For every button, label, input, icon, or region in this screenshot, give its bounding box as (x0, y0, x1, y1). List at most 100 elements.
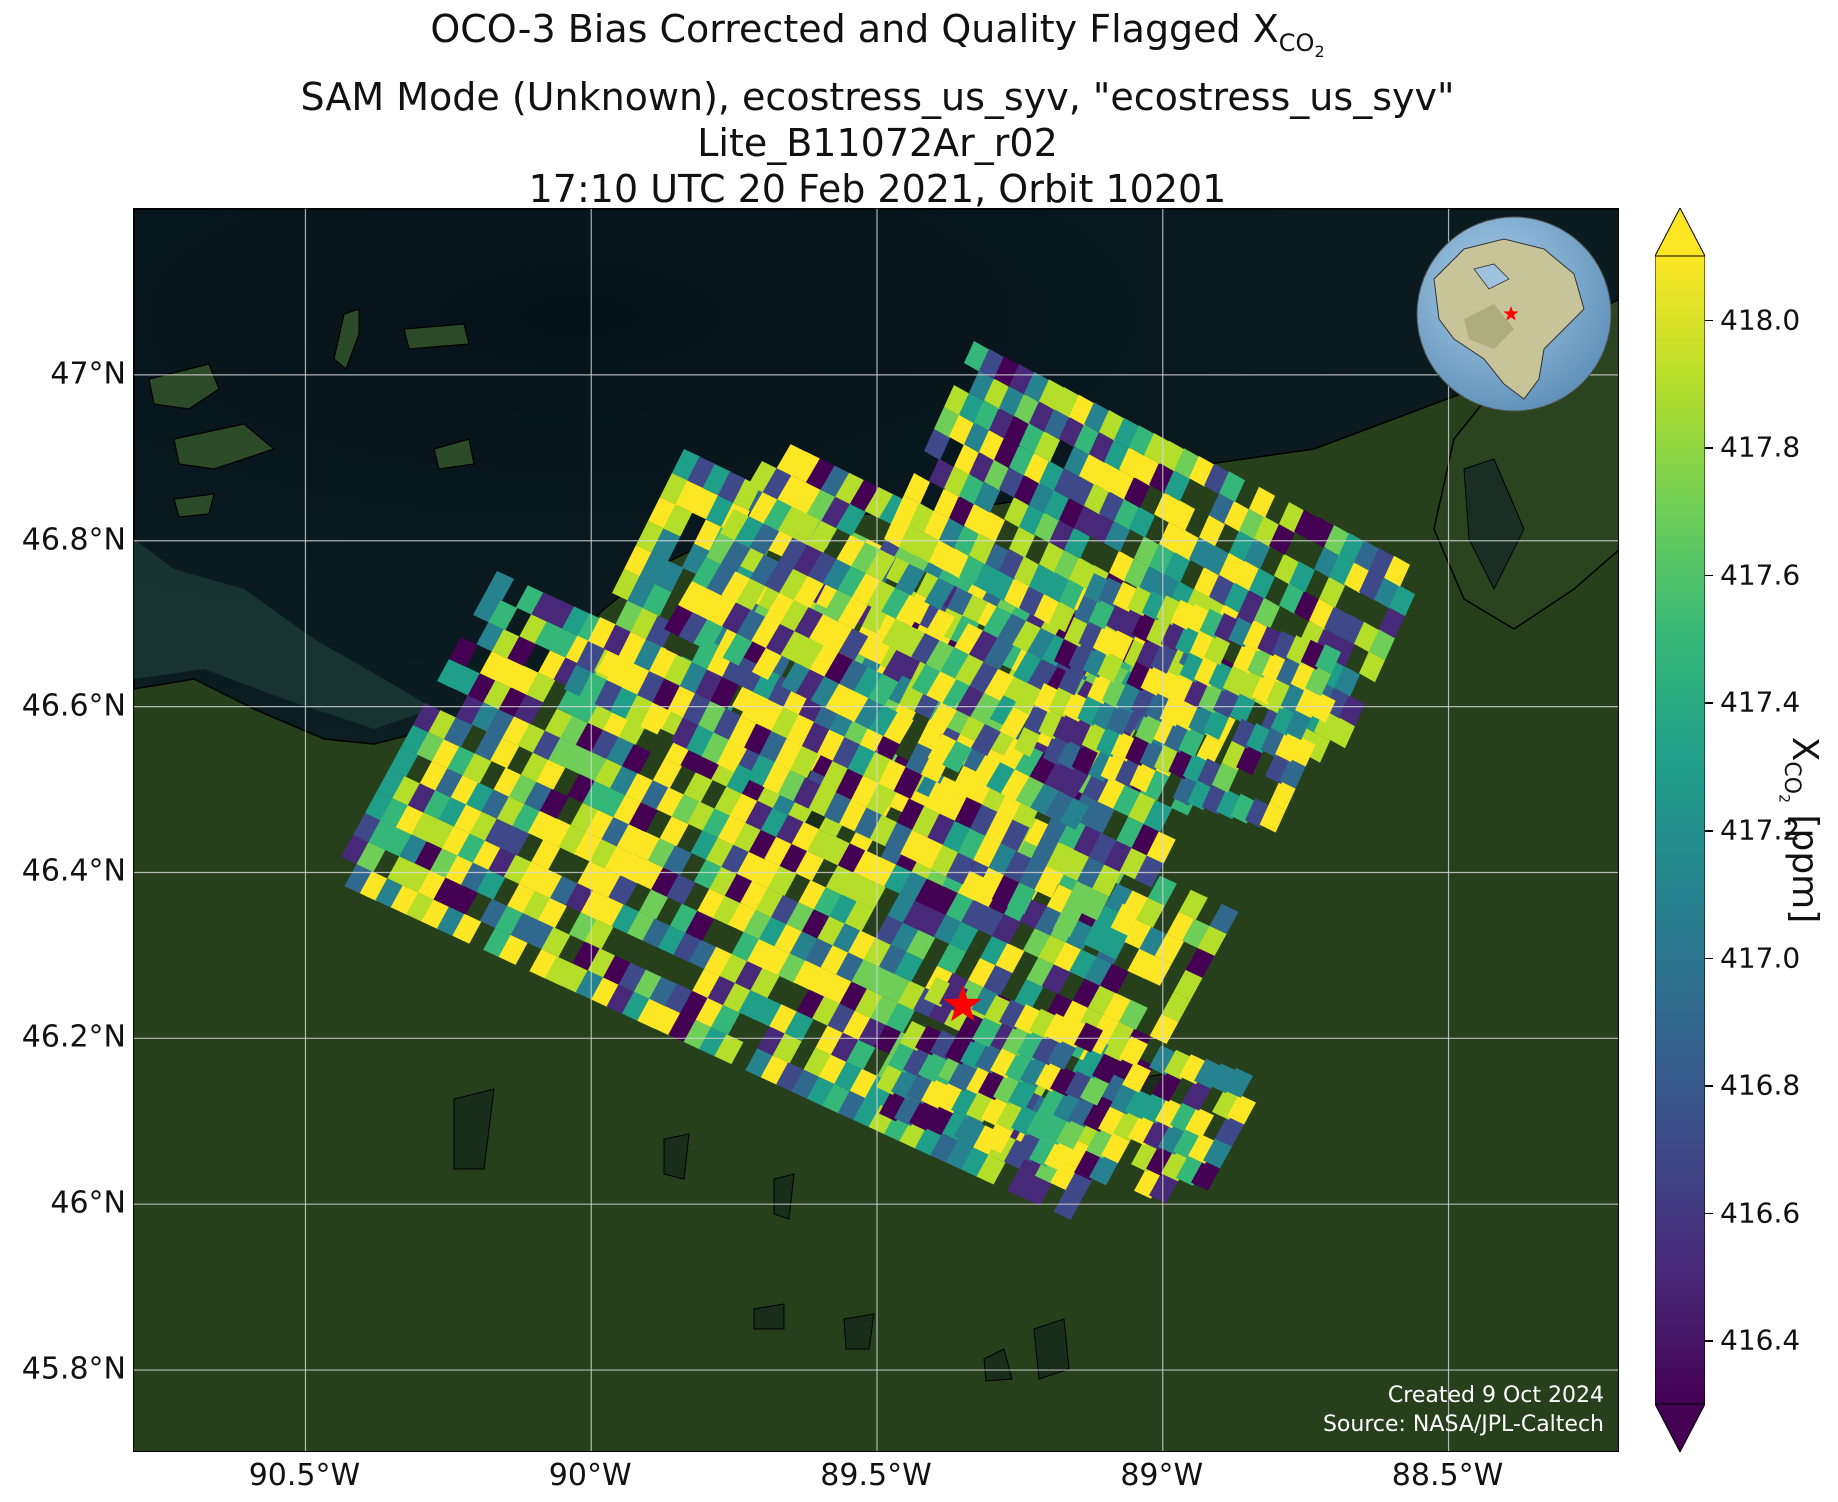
sounding-cell (1085, 801, 1115, 834)
sounding-cell (636, 521, 665, 553)
sounding-cell (793, 544, 824, 577)
sounding-cell (588, 617, 617, 649)
sounding-cell (663, 845, 693, 876)
sounding-cell (565, 883, 595, 914)
sounding-cell (873, 1024, 903, 1055)
sounding-cell (926, 702, 957, 735)
sounding-cell (976, 1154, 1006, 1185)
sounding-cell (776, 814, 806, 845)
sounding-cell (1271, 630, 1298, 661)
sounding-cell (1062, 1138, 1092, 1169)
sounding-cell (1125, 736, 1152, 767)
sounding-cell (457, 833, 487, 864)
sounding-cell (976, 867, 1006, 900)
sounding-cell (836, 952, 866, 983)
colorbar-tick-label: 417.0 (1720, 941, 1801, 975)
sounding-cell (719, 953, 749, 984)
sounding-cell (1198, 683, 1225, 714)
sounding-cell (1135, 897, 1165, 928)
sounding-cell (930, 1133, 960, 1164)
sounding-cell (692, 557, 722, 589)
sounding-cell (1052, 905, 1082, 937)
sounding-cell (1072, 978, 1102, 1009)
sounding-cell (777, 953, 807, 984)
sounding-cell (558, 824, 588, 855)
sounding-cell (698, 701, 728, 733)
sounding-cell (1053, 1189, 1083, 1220)
sounding-cell (1012, 651, 1043, 684)
colorbar-tick-label: 418.0 (1720, 303, 1801, 337)
sounding-cell (490, 738, 520, 769)
sounding-cell (834, 1061, 864, 1092)
map-panel[interactable]: Created 9 Oct 2024 Source: NASA/JPL-Calt… (133, 208, 1619, 1452)
sounding-cell (627, 576, 657, 609)
sounding-cell (842, 1010, 872, 1041)
island (173, 423, 276, 470)
sounding-cell (1034, 906, 1064, 937)
sounding-cell (550, 628, 580, 659)
sounding-cell (1237, 670, 1264, 701)
sounding-cell (736, 851, 766, 882)
sounding-cell (1185, 1107, 1214, 1138)
sounding-cell (906, 1074, 935, 1105)
sounding-cell (467, 673, 497, 704)
sounding-cell (630, 608, 660, 640)
sounding-cell (817, 729, 847, 762)
sounding-cell (1083, 1102, 1112, 1133)
sounding-cell (1122, 1062, 1151, 1093)
sounding-cell (810, 676, 841, 709)
sounding-cell (1026, 1110, 1055, 1141)
colorbar-tick-mark (1705, 957, 1713, 960)
sounding-cell (526, 672, 556, 703)
sounding-cell (666, 874, 696, 905)
sounding-cell (721, 571, 752, 604)
sounding-cell (971, 987, 1001, 1018)
sounding-cell (705, 495, 735, 528)
sounding-cell (999, 707, 1030, 739)
sounding-cell (824, 974, 854, 1005)
sounding-cell (344, 864, 374, 895)
sounding-cell (484, 818, 514, 849)
sounding-cell (1061, 849, 1091, 882)
sounding-cell (838, 628, 869, 661)
colorbar-tick-mark (1705, 702, 1713, 704)
sounding-cell (664, 654, 694, 687)
sounding-cell (544, 956, 574, 987)
sounding-cell (716, 740, 746, 772)
sounding-cell (706, 564, 737, 597)
sounding-cell (1182, 753, 1209, 784)
sounding-cell (981, 1096, 1010, 1127)
sounding-cell (510, 912, 540, 943)
sounding-cell (1143, 1120, 1172, 1151)
sounding-cell (954, 623, 985, 656)
colorbar-tick-label: 417.8 (1720, 430, 1801, 464)
sounding-cell (949, 921, 979, 952)
sounding-cell (591, 729, 621, 760)
sounding-cell (992, 914, 1021, 944)
sounding-cell (915, 1025, 944, 1056)
sounding-cell (968, 630, 999, 663)
sounding-cell (1059, 1017, 1088, 1048)
sounding-cell (586, 810, 615, 840)
sounding-cell (1012, 620, 1043, 653)
sounding-cell (682, 693, 712, 726)
sounding-cell (1035, 1061, 1064, 1092)
sounding-cell (817, 916, 847, 947)
sounding-cell (660, 473, 689, 505)
sounding-cell (745, 1048, 775, 1079)
sounding-cell (864, 487, 895, 519)
sounding-cell (702, 808, 732, 839)
sounding-cell (699, 1027, 728, 1057)
sounding-cell (793, 575, 824, 608)
sounding-cell (1141, 590, 1168, 621)
sounding-cell (878, 944, 908, 975)
sounding-cell (1069, 949, 1099, 980)
sounding-cell (1034, 866, 1064, 898)
sounding-cell (1173, 1129, 1202, 1160)
sounding-cell (353, 813, 382, 843)
sounding-cell (687, 456, 717, 489)
sounding-cell (455, 695, 485, 726)
sounding-cell (924, 577, 955, 610)
sounding-cell (1058, 766, 1089, 799)
sounding-cell (651, 528, 681, 561)
